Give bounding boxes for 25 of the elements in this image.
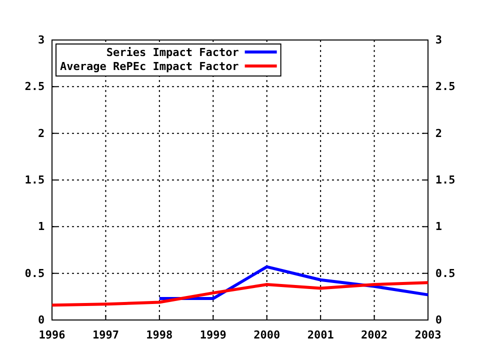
y2-tick-label: 1.5 — [435, 174, 456, 187]
y-tick-label: 2 — [38, 126, 45, 140]
x-tick-label: 1997 — [92, 328, 119, 342]
x-tick-label: 2002 — [361, 328, 388, 342]
x-tick-label: 1996 — [38, 328, 66, 342]
y-tick-label: 2.5 — [24, 80, 45, 94]
y-tick-label: 0 — [38, 314, 45, 327]
y-tick-label: 1 — [38, 220, 45, 234]
y2-tick-label: 0.5 — [435, 266, 456, 280]
legend-label: Series Impact Factor — [106, 46, 240, 59]
y2-tick-label: 0 — [435, 314, 442, 327]
legend-label: Average RePEc Impact Factor — [60, 60, 240, 73]
y2-tick-label: 2 — [435, 126, 442, 140]
x-tick-label: 2001 — [307, 328, 334, 342]
y2-tick-label: 2.5 — [435, 80, 456, 94]
y-tick-label: 0.5 — [24, 266, 45, 280]
line-series — [50, 281, 430, 307]
y-tick-label: 3 — [38, 34, 45, 47]
y2-tick-label: 1 — [435, 220, 442, 234]
x-tick-label: 2000 — [254, 328, 280, 342]
x-tick-label: 1999 — [200, 328, 226, 342]
y-tick-label: 1.5 — [24, 174, 45, 187]
y2-tick-label: 3 — [435, 34, 442, 47]
x-tick-label: 2003 — [414, 328, 442, 342]
x-tick-label: 1998 — [146, 328, 173, 342]
